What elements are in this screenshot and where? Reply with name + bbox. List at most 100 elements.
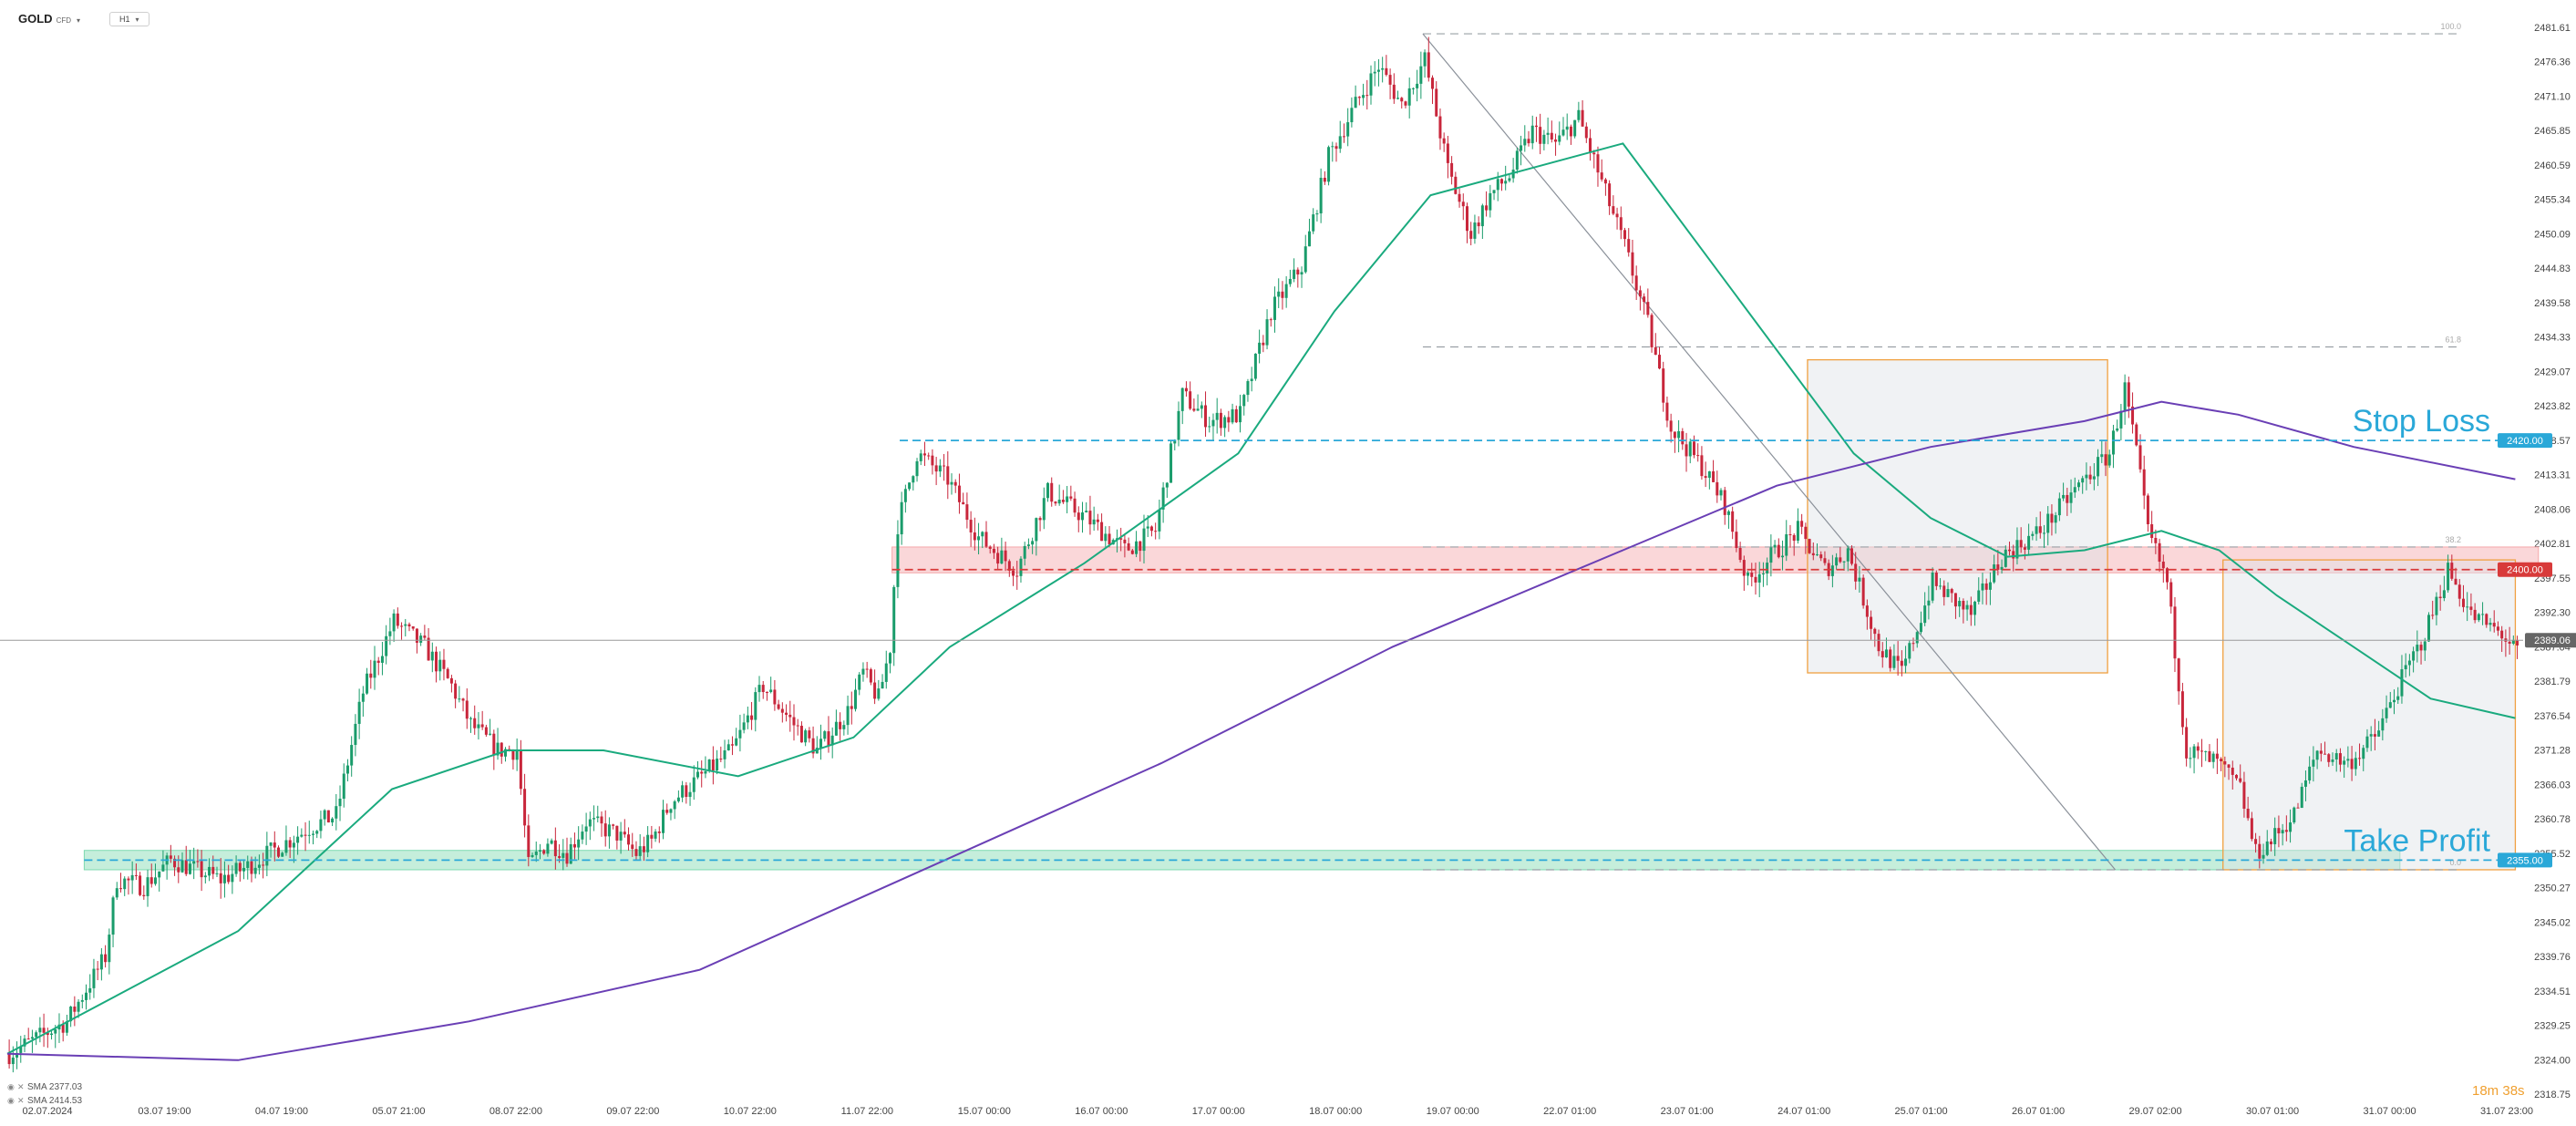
candle (1411, 87, 1415, 95)
candle-body (2215, 753, 2219, 759)
candle (792, 704, 796, 741)
candle (1215, 398, 1219, 434)
candle-body (411, 625, 415, 629)
candle (2331, 752, 2334, 766)
symbol-selector[interactable]: GOLD CFD ▾ (18, 11, 80, 27)
candle-body (373, 660, 376, 678)
candle (1334, 142, 1338, 162)
candle-body (1965, 604, 1969, 610)
candle-body (588, 819, 592, 827)
candle-body (1623, 230, 1627, 240)
candle (2277, 815, 2281, 848)
candle-body (692, 777, 696, 792)
candle-body (92, 968, 96, 988)
candle (484, 724, 488, 737)
candle (146, 869, 149, 907)
candle-body (1861, 577, 1865, 606)
candle (2150, 511, 2154, 543)
legend-item-sma-fast[interactable]: ◉ ✕ SMA 2377.03 (7, 1080, 82, 1094)
candle (1465, 202, 1468, 243)
candle (1996, 550, 2000, 576)
candle-body (1284, 284, 1288, 298)
candle (581, 824, 584, 844)
candle-body (2062, 494, 2066, 499)
candle (1061, 490, 1065, 504)
candle-body (1477, 222, 1480, 227)
candle-body (869, 669, 872, 683)
candle-body (130, 874, 134, 881)
candle (1700, 446, 1704, 480)
candle (1407, 77, 1411, 119)
candle (430, 642, 434, 673)
candle-body (1288, 278, 1292, 284)
candle (977, 522, 981, 554)
candle-body (1085, 511, 1088, 513)
candle (1950, 587, 1953, 603)
candle (1123, 533, 1127, 558)
candle-body (2154, 537, 2158, 543)
candle-body (1057, 500, 1061, 504)
candle (1539, 113, 1542, 155)
y-tick-label: 2413.31 (2534, 470, 2571, 481)
candle (1300, 266, 1303, 288)
candle (2135, 422, 2138, 447)
candle (2477, 613, 2480, 623)
candle-body (685, 785, 688, 798)
candle (1015, 561, 1019, 590)
candle-body (519, 750, 522, 790)
candle (404, 618, 407, 637)
legend-item-sma-slow[interactable]: ◉ ✕ SMA 2414.53 (7, 1094, 82, 1108)
candle-body (2146, 495, 2149, 525)
candle-body (623, 832, 626, 835)
candle (1984, 578, 1988, 605)
candle (1458, 188, 1461, 208)
candle (2284, 815, 2288, 842)
candle (473, 705, 477, 735)
candle-body (534, 851, 538, 855)
candle (1277, 278, 1281, 308)
candle (1035, 517, 1038, 556)
candle (685, 781, 688, 804)
candle-body (1554, 139, 1558, 142)
candle-body (581, 832, 584, 840)
y-tick-label: 2339.76 (2534, 952, 2571, 963)
candle (2254, 832, 2258, 853)
candle (662, 800, 665, 840)
candle-body (2281, 830, 2284, 834)
candle-body (2319, 750, 2323, 754)
candle-body (2054, 515, 2057, 523)
candle (2189, 747, 2192, 769)
candle-body (1135, 541, 1139, 554)
candle (915, 458, 919, 482)
candle-body (1573, 119, 1577, 137)
candle-body (565, 852, 569, 864)
candle (1307, 218, 1311, 247)
candle-body (315, 831, 319, 834)
candle (2289, 809, 2293, 843)
candle-body (515, 750, 519, 760)
candle (1766, 557, 1769, 586)
candle (1362, 83, 1365, 106)
candle-body (746, 715, 749, 723)
candle-body (2100, 454, 2104, 458)
candle (1662, 361, 1665, 412)
candle-body (1569, 126, 1572, 137)
candle-body (1700, 455, 1704, 477)
candle-body (2469, 606, 2473, 610)
candle (123, 876, 127, 896)
timeframe-selector[interactable]: H1 ▾ (109, 12, 149, 26)
candle-body (1296, 269, 1300, 275)
candle-body (1096, 519, 1099, 522)
candle-body (1865, 605, 1869, 617)
candle-body (596, 816, 600, 819)
candle (1726, 510, 1730, 529)
candle-body (50, 1033, 54, 1036)
candle-body (169, 855, 172, 859)
candle-body (577, 839, 581, 848)
candle-body (423, 635, 427, 638)
candle (419, 633, 423, 646)
candle (2296, 802, 2300, 809)
candle (2023, 543, 2026, 560)
candle-body (1104, 533, 1108, 542)
